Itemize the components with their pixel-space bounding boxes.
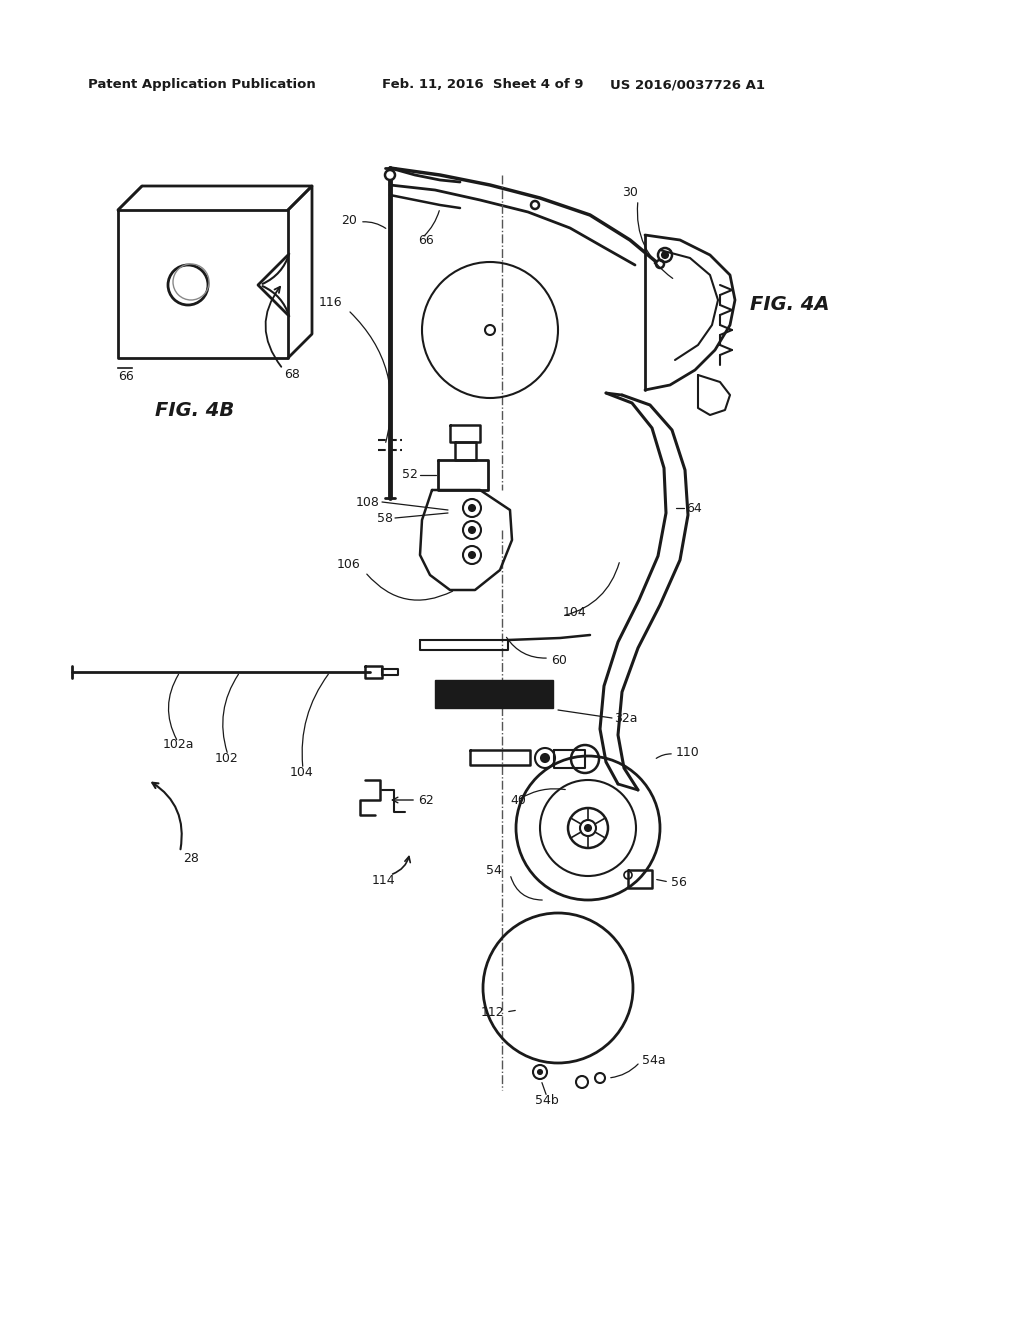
Text: 108: 108	[356, 495, 380, 508]
Text: 102a: 102a	[163, 738, 195, 751]
Text: 58: 58	[377, 511, 393, 524]
Circle shape	[385, 170, 395, 180]
Text: 54a: 54a	[642, 1053, 666, 1067]
Text: 104: 104	[290, 766, 313, 779]
Text: Feb. 11, 2016  Sheet 4 of 9: Feb. 11, 2016 Sheet 4 of 9	[382, 78, 584, 91]
Circle shape	[469, 552, 475, 558]
Text: 40: 40	[510, 793, 526, 807]
Text: 56: 56	[671, 875, 687, 888]
Circle shape	[662, 252, 668, 257]
Text: 20: 20	[341, 214, 357, 227]
Circle shape	[656, 260, 664, 268]
Text: 102: 102	[215, 751, 239, 764]
Text: 54b: 54b	[536, 1093, 559, 1106]
Text: 32a: 32a	[614, 711, 638, 725]
Circle shape	[538, 1071, 542, 1074]
Text: 112: 112	[480, 1006, 504, 1019]
Text: 68: 68	[284, 367, 300, 380]
Text: 110: 110	[676, 746, 699, 759]
Circle shape	[531, 201, 539, 209]
Text: 54: 54	[486, 863, 502, 876]
Text: 62: 62	[418, 793, 434, 807]
Circle shape	[469, 506, 475, 511]
Text: 30: 30	[622, 186, 638, 199]
Text: FIG. 4B: FIG. 4B	[155, 400, 234, 420]
Text: 116: 116	[318, 296, 342, 309]
Text: 104: 104	[563, 606, 587, 619]
Text: 66: 66	[418, 234, 434, 247]
Text: 114: 114	[372, 874, 395, 887]
Circle shape	[469, 527, 475, 533]
Text: Patent Application Publication: Patent Application Publication	[88, 78, 315, 91]
FancyBboxPatch shape	[435, 680, 553, 708]
Text: 64: 64	[686, 502, 701, 515]
Circle shape	[541, 754, 549, 762]
Text: 60: 60	[551, 653, 567, 667]
Text: 106: 106	[336, 558, 360, 572]
Circle shape	[585, 825, 591, 832]
Text: 52: 52	[402, 469, 418, 482]
Text: 28: 28	[183, 851, 199, 865]
Text: US 2016/0037726 A1: US 2016/0037726 A1	[610, 78, 765, 91]
Text: 66: 66	[118, 370, 134, 383]
Text: FIG. 4A: FIG. 4A	[750, 296, 829, 314]
